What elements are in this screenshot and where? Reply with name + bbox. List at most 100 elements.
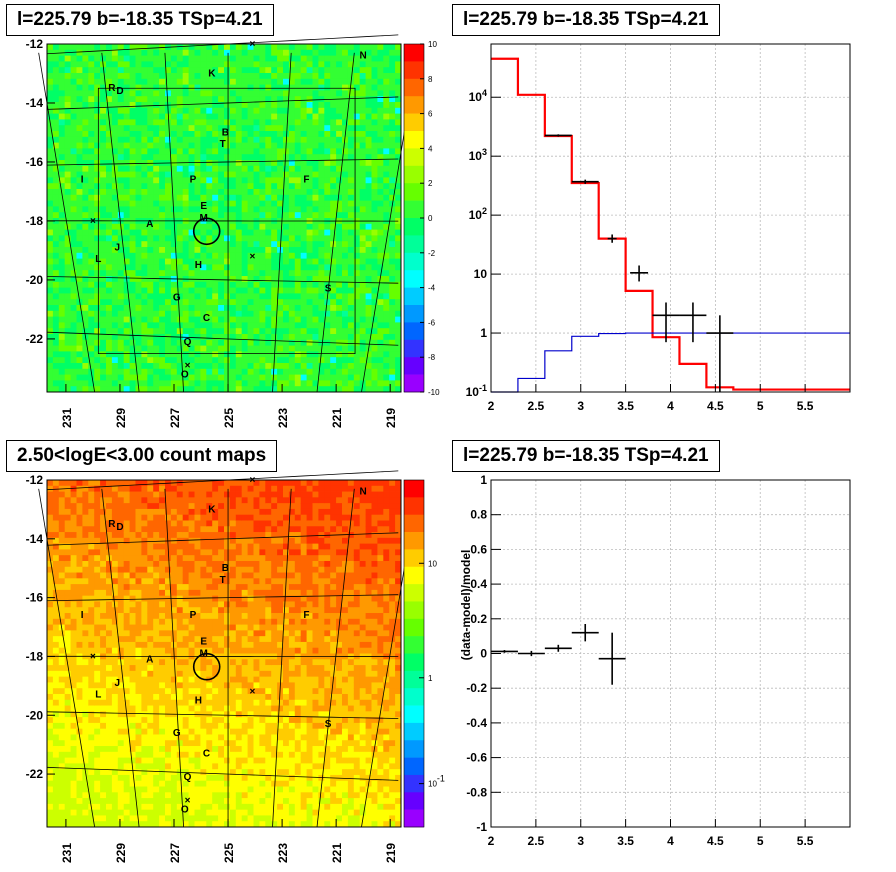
source-marker: ×	[185, 360, 191, 371]
y-tick-label: -0.4	[466, 716, 487, 730]
colorbar-label: -4	[428, 284, 436, 293]
colorbar-label: -6	[428, 318, 436, 327]
source-label-O: O	[181, 804, 189, 815]
residual-map-meridian	[316, 52, 355, 393]
count-map-parallel	[46, 594, 399, 602]
colorbar-label: -10	[428, 388, 440, 397]
ratio-point	[544, 644, 572, 652]
y-tick-label: -12	[26, 37, 44, 51]
source-label-A: A	[146, 654, 153, 665]
y-tick-label: -0.8	[466, 785, 487, 799]
count-map-meridian	[316, 488, 355, 828]
x-tick-label: 4.5	[707, 834, 724, 848]
x-tick-label: 3.5	[617, 399, 634, 413]
source-label-S: S	[325, 719, 332, 730]
colorbar-swatch	[404, 44, 424, 62]
count-map-meridian	[164, 488, 184, 828]
x-tick-label: 5.5	[797, 834, 814, 848]
count-map-meridian	[272, 488, 292, 828]
source-label-N: N	[360, 487, 367, 498]
data-point	[607, 234, 617, 243]
ratio-point	[491, 650, 518, 653]
y-tick-label: -16	[26, 591, 44, 605]
colorbar-swatch	[404, 653, 424, 672]
source-label-H: H	[195, 695, 202, 706]
ratio-grid	[491, 480, 850, 827]
colorbar-swatch	[404, 113, 424, 132]
count-map-parallel	[46, 532, 399, 546]
colorbar-swatch	[404, 774, 424, 793]
source-label-J: J	[114, 678, 120, 689]
title-spectrum: l=225.79 b=-18.35 TSp=4.21	[452, 4, 720, 36]
x-tick-label: 221	[330, 843, 344, 863]
y-tick-label: 102	[469, 206, 487, 222]
y-tick-label: 0.2	[470, 612, 487, 626]
colorbar-swatch	[404, 705, 424, 724]
colorbar-swatch	[404, 165, 424, 184]
residual-map-parallel	[46, 276, 399, 284]
source-label-I: I	[81, 175, 84, 186]
x-tick-label: 4.5	[707, 399, 724, 413]
residual-map-parallel	[46, 331, 399, 346]
colorbar-swatch	[404, 374, 424, 393]
colorbar-swatch	[404, 532, 424, 550]
x-tick-label: 2.5	[528, 399, 545, 413]
source-marker: ×	[249, 687, 255, 698]
colorbar-swatch	[404, 792, 424, 810]
colorbar-swatch	[404, 688, 424, 706]
spectrum-data	[544, 134, 734, 392]
colorbar-swatch	[404, 287, 424, 306]
source-label-H: H	[195, 260, 202, 271]
residual-map-parallel	[46, 158, 399, 166]
x-tick-label: 5	[757, 399, 764, 413]
colorbar-swatch	[404, 584, 424, 602]
title-residual-map: l=225.79 b=-18.35 TSp=4.21	[6, 4, 274, 36]
y-tick-label: -18	[26, 214, 44, 228]
residual-map-meridian	[164, 52, 184, 393]
residual-map-ticks: 231 229 227 225 223 221 219 -12 -14 -16 -18 -20 -22	[26, 37, 399, 428]
colorbar-swatch	[404, 514, 424, 533]
x-tick-label: 219	[384, 843, 398, 863]
source-label-L: L	[95, 254, 101, 265]
y-tick-label: 1	[480, 326, 487, 340]
colorbar-label: 4	[428, 144, 433, 153]
source-label-Q: Q	[184, 772, 192, 783]
source-label-E: E	[200, 637, 207, 648]
source-label-R: R	[108, 519, 116, 530]
source-label-T: T	[220, 139, 226, 150]
colorbar-swatch	[404, 339, 424, 358]
x-tick-label: 2	[488, 834, 495, 848]
source-label-F: F	[303, 610, 309, 621]
x-tick-label: 223	[276, 408, 290, 428]
y-tick-label: 0.4	[470, 577, 487, 591]
source-label-L: L	[95, 690, 101, 701]
source-label-B: B	[222, 563, 229, 574]
x-tick-label: 2	[488, 399, 495, 413]
x-tick-label: 4	[667, 834, 674, 848]
model-source-histogram	[491, 332, 850, 393]
ratio-panel: 2 2.5 3 3.5 4 4.5 5 5.5 1 0.8 0.6 0.4 0.2 0 -0.2 -0.4 -0…	[459, 473, 851, 848]
colorbar-swatch	[404, 757, 424, 776]
colorbar-swatch	[404, 809, 424, 828]
x-tick-label: 229	[114, 843, 128, 863]
source-label-K: K	[208, 504, 216, 515]
colorbar-swatch	[404, 78, 424, 97]
colorbar-frame	[403, 43, 425, 393]
source-label-J: J	[114, 242, 120, 253]
x-tick-label: 231	[60, 843, 74, 863]
colorbar-swatch	[404, 357, 424, 375]
colorbar-swatch	[404, 618, 424, 637]
data-point	[630, 265, 649, 282]
colorbar-swatch	[404, 636, 424, 654]
y-tick-label: -12	[26, 473, 44, 487]
x-tick-label: 229	[114, 408, 128, 428]
x-tick-label: 219	[384, 408, 398, 428]
y-tick-label: -0.2	[466, 681, 487, 695]
colorbar-swatch	[404, 218, 424, 236]
model-total-histogram	[491, 57, 850, 391]
